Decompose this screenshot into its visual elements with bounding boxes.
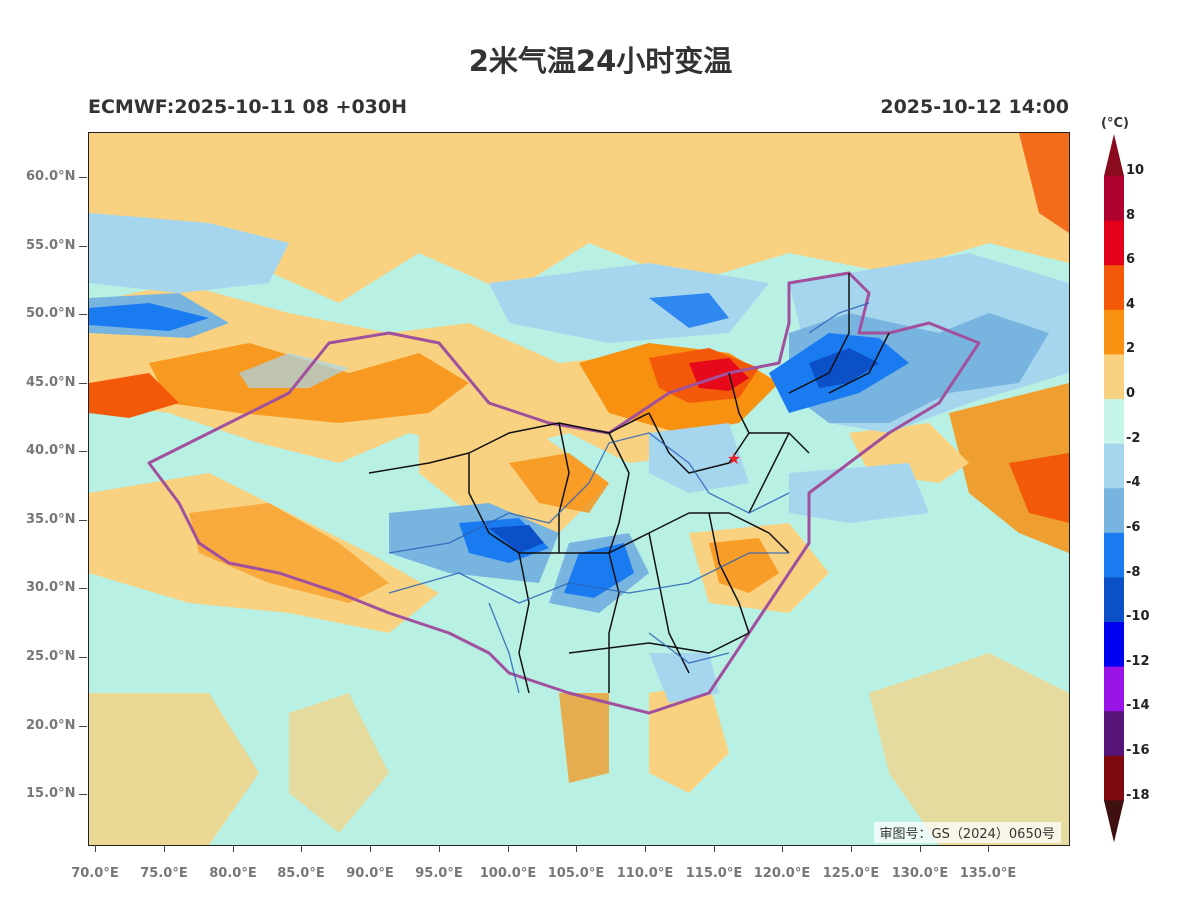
colorbar-top-arrow bbox=[1104, 134, 1124, 176]
lon-tick-label: 75.0°E bbox=[140, 866, 188, 881]
colorbar-label: -8 bbox=[1126, 565, 1141, 580]
lon-tick-label: 115.0°E bbox=[685, 866, 743, 881]
lon-tick-label: 85.0°E bbox=[277, 866, 325, 881]
colorbar-label: -18 bbox=[1126, 788, 1150, 803]
lat-tick-mark bbox=[79, 383, 87, 384]
model-run-label: ECMWF:2025-10-11 08 +030H bbox=[88, 96, 408, 118]
colorbar-block bbox=[1104, 488, 1124, 534]
lat-tick-label: 40.0°N bbox=[26, 443, 76, 458]
cooling-areas bbox=[89, 213, 1069, 703]
lon-tick-label: 110.0°E bbox=[616, 866, 674, 881]
colorbar-label: -14 bbox=[1126, 698, 1150, 713]
colorbar-block bbox=[1104, 176, 1124, 222]
warming-areas bbox=[89, 133, 1069, 845]
colorbar-label: 4 bbox=[1126, 297, 1136, 312]
lat-tick-mark bbox=[79, 588, 87, 589]
lat-tick-mark bbox=[79, 794, 87, 795]
colorbar-block bbox=[1104, 711, 1124, 757]
lat-tick-mark bbox=[79, 657, 87, 658]
colorbar-block bbox=[1104, 622, 1124, 668]
colorbar-label: -6 bbox=[1126, 520, 1141, 535]
lat-tick-label: 55.0°N bbox=[26, 238, 76, 253]
lon-tick-mark bbox=[988, 845, 989, 852]
colorbar-label: -2 bbox=[1126, 431, 1141, 446]
colorbar-block bbox=[1104, 309, 1124, 355]
lon-tick-label: 105.0°E bbox=[547, 866, 605, 881]
lon-tick-label: 120.0°E bbox=[753, 866, 811, 881]
lat-tick-label: 35.0°N bbox=[26, 512, 76, 527]
lat-tick-mark bbox=[79, 726, 87, 727]
colorbar-block bbox=[1104, 532, 1124, 578]
lon-tick-mark bbox=[164, 845, 165, 852]
colorbar-block bbox=[1104, 443, 1124, 489]
colorbar-block bbox=[1104, 577, 1124, 623]
lat-tick-mark bbox=[79, 246, 87, 247]
colorbar-unit: (°C) bbox=[1101, 116, 1129, 131]
lat-tick-label: 60.0°N bbox=[26, 169, 76, 184]
lon-tick-mark bbox=[233, 845, 234, 852]
lon-tick-label: 130.0°E bbox=[891, 866, 949, 881]
colorbar-label: 2 bbox=[1126, 341, 1136, 356]
lon-tick-mark bbox=[645, 845, 646, 852]
temperature-change-map: ★ bbox=[89, 133, 1069, 845]
lon-tick-label: 95.0°E bbox=[415, 866, 463, 881]
national-border bbox=[147, 271, 981, 715]
valid-time-label: 2025-10-12 14:00 bbox=[880, 96, 1069, 118]
lon-tick-mark bbox=[782, 845, 783, 852]
lon-tick-mark bbox=[851, 845, 852, 852]
colorbar-block bbox=[1104, 220, 1124, 266]
lon-tick-mark bbox=[576, 845, 577, 852]
lon-tick-label: 70.0°E bbox=[71, 866, 119, 881]
lon-tick-mark bbox=[920, 845, 921, 852]
colorbar bbox=[1104, 134, 1124, 843]
lon-tick-mark bbox=[301, 845, 302, 852]
lon-tick-mark bbox=[95, 845, 96, 852]
lon-tick-label: 135.0°E bbox=[959, 866, 1017, 881]
colorbar-block bbox=[1104, 399, 1124, 445]
lon-tick-label: 100.0°E bbox=[479, 866, 537, 881]
lat-tick-mark bbox=[79, 177, 87, 178]
colorbar-label: 6 bbox=[1126, 252, 1136, 267]
colorbar-label: -12 bbox=[1126, 654, 1150, 669]
lat-tick-label: 20.0°N bbox=[26, 718, 76, 733]
colorbar-block bbox=[1104, 666, 1124, 712]
lat-tick-label: 45.0°N bbox=[26, 375, 76, 390]
lon-tick-mark bbox=[714, 845, 715, 852]
lon-tick-mark bbox=[370, 845, 371, 852]
lon-tick-mark bbox=[439, 845, 440, 852]
lat-tick-label: 25.0°N bbox=[26, 649, 76, 664]
lat-tick-mark bbox=[79, 451, 87, 452]
lon-tick-label: 80.0°E bbox=[209, 866, 257, 881]
colorbar-block bbox=[1104, 755, 1124, 801]
lat-tick-mark bbox=[79, 520, 87, 521]
colorbar-label: -4 bbox=[1126, 475, 1141, 490]
lon-tick-label: 125.0°E bbox=[822, 866, 880, 881]
province-borders bbox=[368, 273, 890, 694]
colorbar-bottom-arrow bbox=[1104, 800, 1124, 843]
map-approval-number: 审图号：GS（2024）0650号 bbox=[873, 822, 1061, 843]
colorbar-block bbox=[1104, 354, 1124, 400]
star-icon: ★ bbox=[727, 449, 741, 468]
rivers bbox=[388, 302, 870, 694]
colorbar-block bbox=[1104, 265, 1124, 311]
chart-title: 2米气温24小时变温 bbox=[468, 44, 733, 78]
lat-tick-label: 50.0°N bbox=[26, 306, 76, 321]
map-panel[interactable]: ★ 审图号：GS（2024）0650号 bbox=[88, 132, 1070, 846]
colorbar-label: -10 bbox=[1126, 609, 1150, 624]
lon-tick-mark bbox=[508, 845, 509, 852]
lon-tick-label: 90.0°E bbox=[346, 866, 394, 881]
lat-tick-label: 15.0°N bbox=[26, 786, 76, 801]
colorbar-label: 8 bbox=[1126, 208, 1136, 223]
colorbar-label: 0 bbox=[1126, 386, 1136, 401]
lat-tick-label: 30.0°N bbox=[26, 580, 76, 595]
lat-tick-mark bbox=[79, 314, 87, 315]
colorbar-label: 10 bbox=[1126, 163, 1145, 178]
colorbar-label: -16 bbox=[1126, 743, 1150, 758]
